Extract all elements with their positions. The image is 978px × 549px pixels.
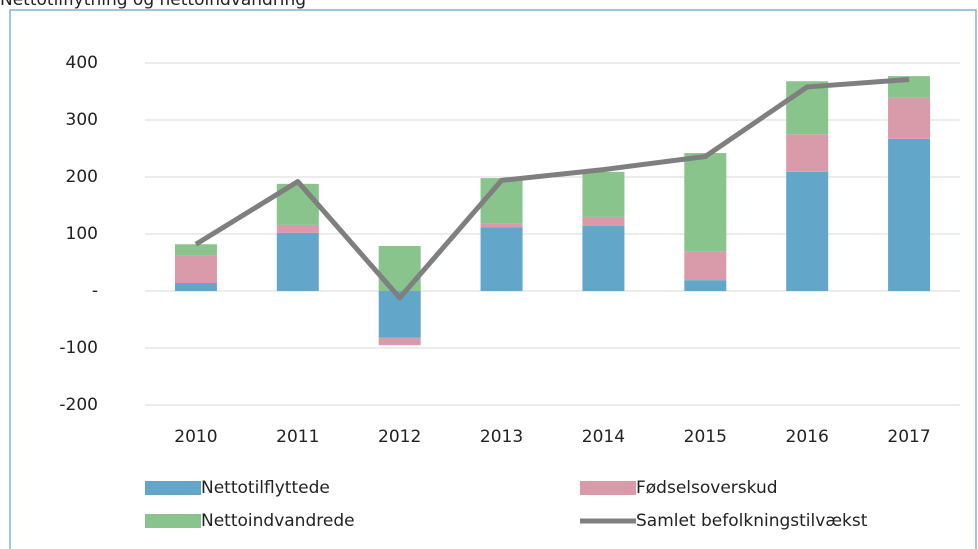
bar [684, 280, 727, 291]
y-tick-label: 200 [66, 167, 98, 187]
x-tick-label: 2014 [582, 427, 625, 447]
bar [480, 178, 523, 224]
legend-label: Samlet befolkningstilvækst [636, 511, 868, 531]
bar [582, 171, 625, 217]
y-tick-label: -100 [59, 338, 98, 358]
bar [480, 227, 523, 291]
y-tick-label: 100 [66, 224, 98, 244]
line [194, 77, 910, 301]
x-tick-label: 2013 [480, 427, 523, 447]
bar [174, 244, 217, 256]
bar [378, 337, 421, 346]
x-tick-label: 2017 [887, 427, 930, 447]
legend-swatch [145, 514, 201, 528]
y-tick-label: - [92, 281, 98, 301]
legend-swatch [580, 481, 636, 495]
y-tick-label: 400 [66, 53, 98, 73]
bar [582, 226, 625, 291]
chart-title: Nettotilflytning og nettoindvandring [0, 0, 306, 10]
y-tick-label: -200 [59, 395, 98, 415]
x-tick-label: 2010 [174, 427, 217, 447]
y-tick-label: 300 [66, 110, 98, 130]
bar [684, 153, 727, 252]
bar [582, 216, 625, 227]
bar [174, 255, 217, 284]
bar [786, 81, 829, 135]
bar [480, 223, 523, 228]
x-tick-label: 2012 [378, 427, 421, 447]
chart-frame [9, 9, 977, 549]
bar [888, 97, 931, 139]
legend-label: Fødselsoverskud [636, 478, 778, 498]
x-tick-label: 2011 [276, 427, 319, 447]
bar [684, 251, 727, 281]
bar [888, 138, 931, 291]
legend-label: Nettoindvandrede [201, 511, 355, 531]
bar [174, 283, 217, 291]
legend-label: Nettotilflyttede [201, 478, 330, 498]
bar [276, 232, 319, 291]
legend-swatch [145, 481, 201, 495]
bar [276, 224, 319, 233]
bar [786, 134, 829, 172]
bar [786, 171, 829, 291]
x-tick-label: 2016 [786, 427, 829, 447]
x-tick-label: 2015 [684, 427, 727, 447]
